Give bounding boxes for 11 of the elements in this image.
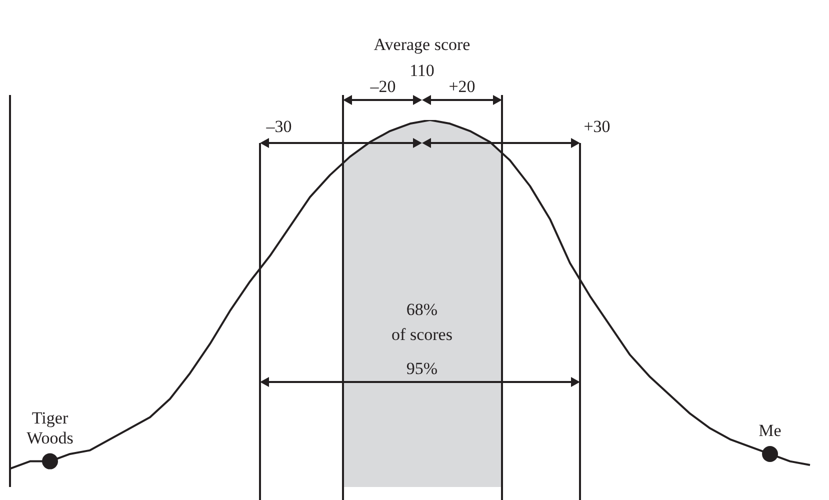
annotation: 95% (406, 359, 438, 378)
annotation: Me (758, 420, 782, 440)
text: 110 (410, 61, 434, 80)
annotation: of scores (392, 325, 452, 344)
text: +20 (448, 77, 476, 96)
annotation: +30 (584, 117, 610, 136)
annotation: Tiger Woods (26, 408, 74, 448)
text: Average score (374, 35, 470, 54)
text: –20 (369, 77, 396, 96)
annotation: –30 (265, 117, 292, 136)
annotation: 68% (406, 300, 438, 319)
